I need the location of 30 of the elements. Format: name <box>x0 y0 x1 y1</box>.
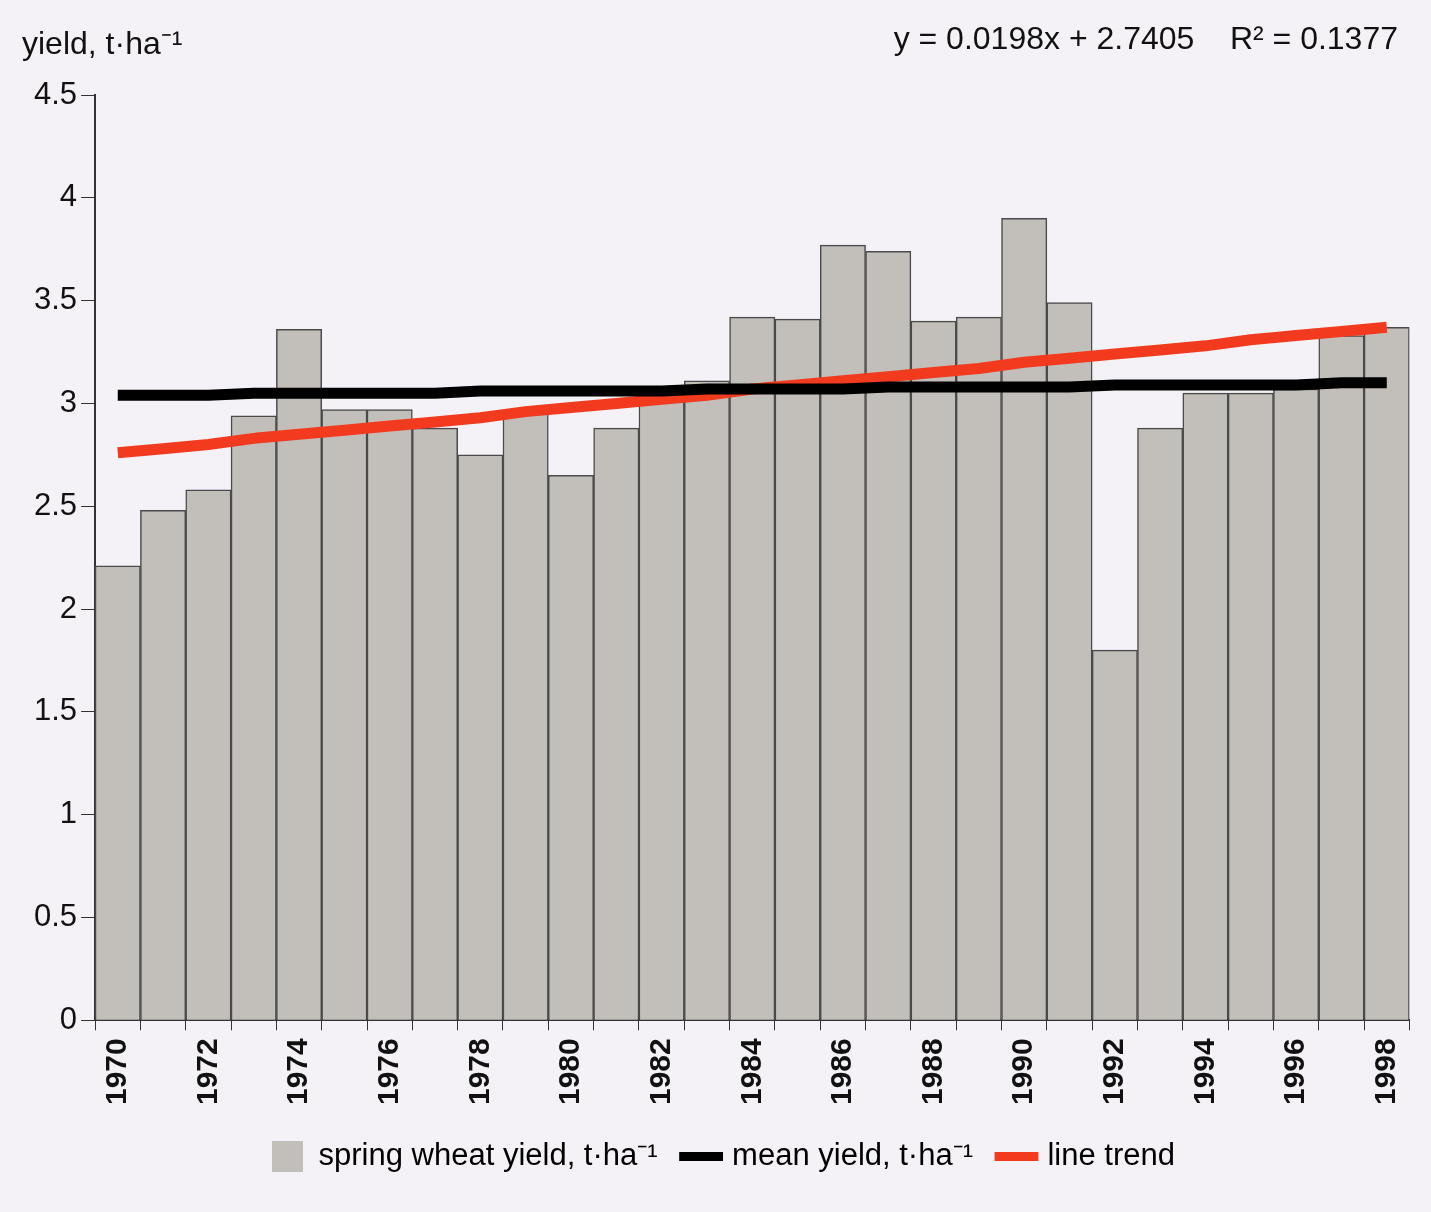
x-tick-label: 1974 <box>280 1037 314 1106</box>
x-tick-label: 1972 <box>189 1038 223 1106</box>
x-tick-label: 1990 <box>1005 1038 1039 1106</box>
x-tick-label: 1998 <box>1368 1038 1402 1106</box>
legend-label: spring wheat yield, t·ha⁻¹ <box>318 1137 658 1173</box>
x-tick-label: 1982 <box>642 1038 676 1106</box>
y-tick-label: 4 <box>59 178 78 214</box>
x-tick-label: 1980 <box>552 1038 586 1106</box>
y-tick-label: 2.5 <box>33 486 78 522</box>
y-tick-label: 0.5 <box>33 898 78 933</box>
legend-label: line trend <box>1047 1137 1176 1173</box>
y-axis-title: yield, t·ha⁻¹ <box>22 24 183 61</box>
x-tick-label: 1978 <box>461 1038 495 1106</box>
y-tick-label: 4.5 <box>33 75 78 111</box>
y-tick-label: 1 <box>59 795 78 831</box>
y-tick-label: 0 <box>59 1000 78 1036</box>
x-tick-label: 1976 <box>370 1038 404 1106</box>
x-tick-label: 1986 <box>824 1038 858 1106</box>
x-tick-label: 1988 <box>914 1038 948 1106</box>
y-tick-label: 1.5 <box>33 692 78 728</box>
legend-label: mean yield, t·ha⁻¹ <box>732 1137 973 1173</box>
text: y = 0.0198x + 2.7405 R² = 0.1377 <box>893 19 1398 56</box>
y-tick-label: 3.5 <box>33 281 78 317</box>
x-tick-label: 1984 <box>733 1037 767 1106</box>
y-tick-label: 3 <box>59 383 78 419</box>
y-tick-label: 2 <box>59 589 78 625</box>
x-tick-label: 1970 <box>99 1038 133 1106</box>
x-tick-label: 1996 <box>1277 1038 1311 1106</box>
x-tick-label: 1992 <box>1096 1038 1130 1106</box>
x-tick-label: 1994 <box>1186 1037 1220 1106</box>
